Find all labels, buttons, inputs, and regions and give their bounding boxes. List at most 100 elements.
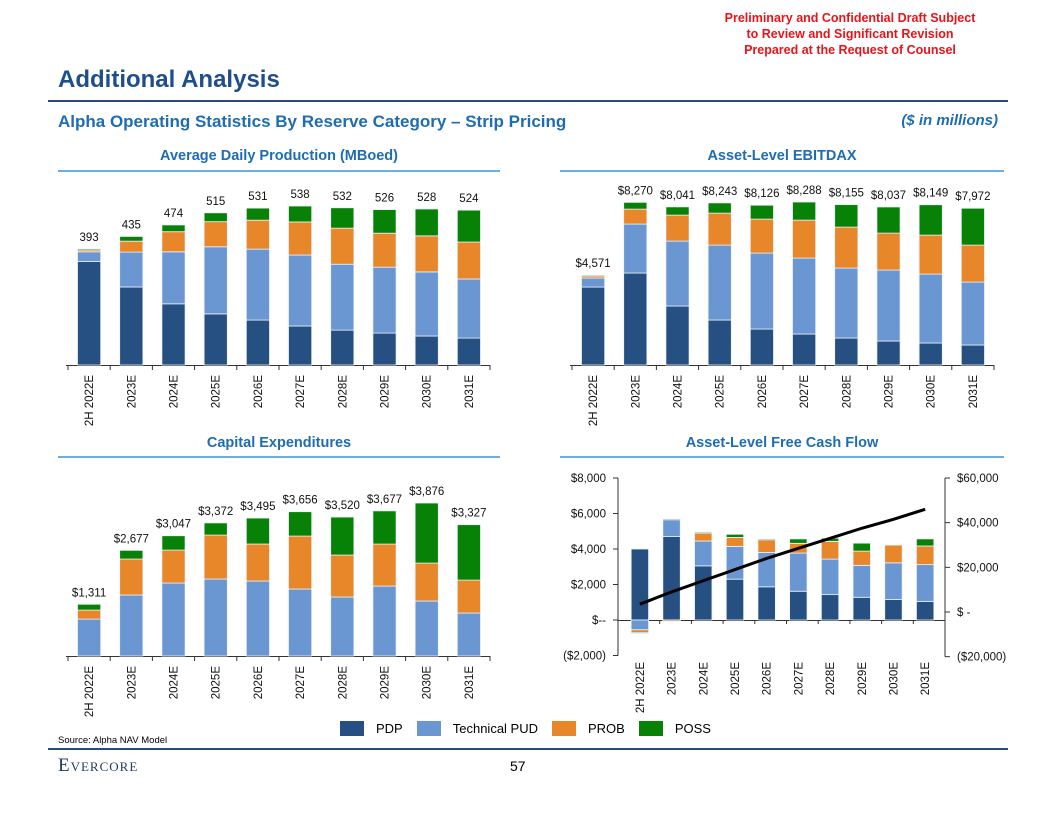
ebitdax-bar-pdp: [834, 337, 859, 366]
production-bar-poss: [119, 236, 144, 242]
fcf-right-tick-label: $60,000: [957, 473, 999, 485]
fcf-bar-technical-pud: [630, 619, 649, 631]
ebitdax-bar-poss: [834, 204, 859, 228]
ebitdax-total-label: $8,149: [913, 188, 948, 200]
production-bar-technical-pud: [288, 254, 313, 327]
fcf-left-tick-label: $--: [592, 615, 606, 627]
production-bar-prob: [119, 240, 144, 253]
ebitdax-total-label: $8,155: [829, 188, 864, 200]
legend-label: Technical PUD: [452, 720, 538, 736]
fcf-bar-poss: [757, 538, 776, 541]
confidentiality-disclaimer: Preliminary and Confidential Draft Subje…: [690, 10, 1010, 58]
fcf-x-tick-label: 2026E: [762, 662, 774, 696]
production-chart-title: Average Daily Production (MBoed): [160, 148, 398, 164]
ebitdax-total-label: $8,243: [702, 186, 737, 198]
ebitdax-bar-technical-pud: [581, 277, 606, 288]
page-number: 57: [510, 758, 526, 774]
production-bar-pdp: [456, 337, 481, 366]
fcf-x-tick-label: 2023E: [667, 662, 679, 696]
capex-bar-technical-pud: [414, 600, 439, 657]
capex-bar-poss: [372, 510, 397, 545]
ebitdax-x-tick-label: 2027E: [799, 375, 811, 409]
fcf-bar-technical-pud: [725, 545, 745, 580]
ebitdax-bar-prob: [918, 234, 943, 275]
title-divider: [48, 100, 1008, 102]
production-bar-prob: [288, 221, 313, 256]
fcf-cumulative-line: [639, 507, 926, 606]
ebitdax-x-tick-label: 2023E: [630, 375, 642, 409]
fcf-bar-pdp: [630, 548, 649, 621]
production-bar-prob: [330, 227, 355, 265]
production-x-tick-label: 2028E: [337, 375, 349, 409]
fcf-chart-group: $8,000 $6,000 $4,000 $2,000 $-- ($2,000) $60,0…: [563, 473, 1006, 713]
fcf-bar-prob: [662, 619, 681, 622]
production-bar-technical-pud: [77, 251, 102, 262]
ebitdax-bar-prob: [792, 219, 817, 259]
capex-bar-poss: [161, 535, 186, 551]
legend-swatch-technical-pud: [416, 720, 441, 736]
capex-x-tick-label: 2028E: [337, 666, 349, 700]
ebitdax-total-label: $8,037: [871, 190, 906, 202]
production-bar-technical-pud: [414, 271, 439, 337]
production-x-tick-label: 2027E: [295, 375, 307, 409]
fcf-bar-prob: [852, 550, 871, 566]
fcf-bar-technical-pud: [852, 564, 871, 598]
production-total-label: 393: [80, 232, 99, 244]
production-bar-poss: [372, 209, 397, 234]
ebitdax-bar-poss: [960, 207, 985, 246]
legend-item-pdp: PDP: [340, 720, 403, 736]
production-bar-poss: [245, 207, 270, 221]
production-bar-prob: [456, 241, 481, 280]
production-bar-prob: [414, 235, 439, 273]
production-total-label: 435: [122, 219, 141, 231]
fcf-left-tick-label: $2,000: [571, 580, 606, 592]
ebitdax-bar-poss: [707, 202, 732, 214]
capex-x-tick-label: 2023E: [126, 666, 138, 700]
footer-divider: [48, 748, 1008, 750]
production-bar-technical-pud: [203, 246, 228, 315]
production-bar-poss: [288, 205, 313, 223]
ebitdax-bar-prob: [834, 226, 859, 269]
ebitdax-chart-group: $4,571 2H 2022E $8,270 2023E $8,041 2024E $8,2…: [570, 185, 995, 426]
fcf-left-tick-label: $4,000: [571, 544, 606, 556]
fcf-bar-prob: [757, 538, 776, 553]
capex-bar-poss: [203, 522, 228, 536]
production-title-rule: [58, 170, 500, 172]
ebitdax-x-tick-label: 2026E: [757, 375, 769, 409]
fcf-left-tick-label: $6,000: [571, 509, 606, 521]
ebitdax-bar-pdp: [665, 305, 690, 366]
ebitdax-x-tick-label: 2025E: [715, 375, 727, 409]
capex-bar-poss: [330, 516, 355, 556]
production-bar-pdp: [203, 313, 228, 366]
fcf-x-tick-label: 2030E: [888, 662, 900, 696]
legend-label: POSS: [674, 720, 711, 736]
production-bar-pdp: [119, 286, 144, 366]
fcf-bar-poss: [694, 531, 713, 534]
production-bar-poss: [414, 208, 439, 237]
ebitdax-bar-technical-pud: [918, 273, 943, 344]
ebitdax-bar-pdp: [581, 286, 606, 366]
production-bar-technical-pud: [372, 266, 397, 334]
fcf-left-tick-label: ($2,000): [563, 651, 606, 663]
evercore-logo: Evercore: [58, 755, 139, 776]
ebitdax-total-label: $4,571: [576, 258, 611, 270]
production-total-label: 524: [459, 193, 479, 205]
ebitdax-x-tick-label: 2028E: [841, 375, 853, 409]
ebitdax-bar-pdp: [960, 344, 985, 366]
legend-item-technical-pud: Technical PUD: [416, 720, 538, 736]
fcf-bar-prob: [694, 532, 713, 542]
ebitdax-bar-poss: [792, 201, 817, 221]
production-bar-pdp: [245, 319, 270, 366]
ebitdax-chart-title: Asset-Level EBITDAX: [707, 148, 857, 164]
legend-label: PROB: [588, 720, 625, 736]
production-x-tick-label: 2024E: [169, 375, 181, 409]
capex-total-label: $3,677: [367, 494, 402, 506]
capex-chart-title: Capital Expenditures: [206, 435, 352, 451]
capex-chart-group: $1,311 2H 2022E $2,677 2023E $3,047 2024E $3,3…: [66, 486, 491, 717]
production-bar-technical-pud: [245, 248, 270, 321]
ebitdax-bar-technical-pud: [834, 267, 859, 339]
fcf-bar-pdp: [852, 596, 871, 621]
production-total-label: 515: [206, 196, 225, 208]
capex-bar-technical-pud: [330, 596, 355, 657]
